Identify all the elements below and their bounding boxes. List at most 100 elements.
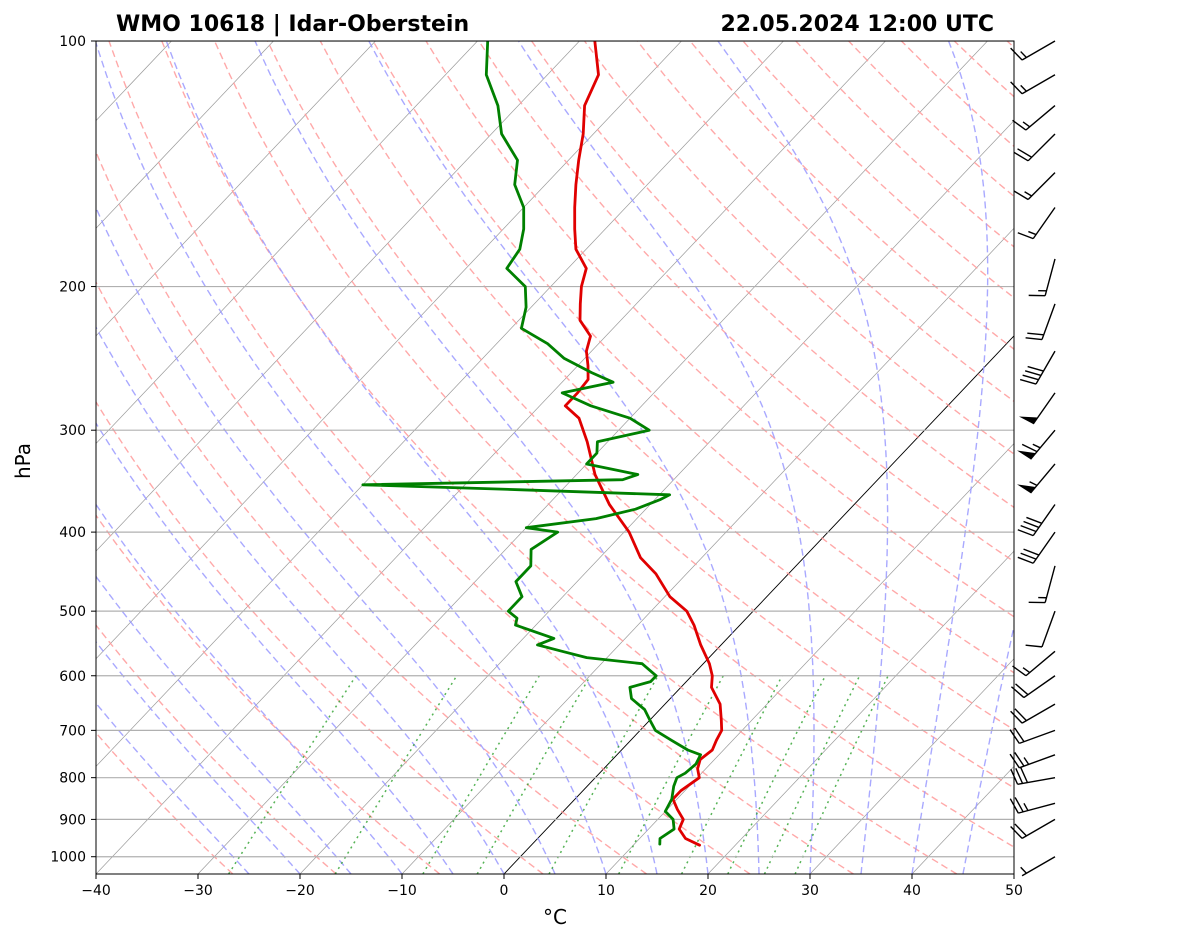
wind-barb-full — [1014, 752, 1025, 767]
wind-barb-full — [1017, 232, 1034, 240]
wind-barb-full — [1012, 665, 1027, 677]
wind-barb-staff — [1027, 172, 1056, 200]
wind-barb-full — [1027, 332, 1044, 336]
wind-barb — [1025, 610, 1056, 648]
mixing-ratio-line — [618, 675, 724, 874]
sounding-profiles — [361, 41, 724, 847]
wind-barb-full — [1017, 148, 1033, 158]
wind-barb — [1017, 504, 1056, 537]
wind-barb — [1028, 565, 1056, 604]
wind-barb-half — [1028, 230, 1037, 236]
isotherm-line — [96, 41, 376, 337]
wind-barb-full — [1010, 686, 1025, 699]
isotherm-line — [809, 658, 1014, 874]
wind-barb-pennant — [1018, 416, 1038, 424]
plot-frame — [95, 40, 1015, 875]
wind-barb-staff — [1021, 703, 1056, 724]
wind-barb — [1028, 258, 1056, 297]
wind-barb-full — [1025, 337, 1043, 341]
wind-barb-staff — [1018, 802, 1056, 814]
wind-barb-half — [1020, 51, 1027, 58]
isotherm-line — [96, 41, 478, 445]
wind-barb-full — [1010, 47, 1023, 61]
dry-adiabat-line — [96, 624, 337, 874]
wind-barb-half — [1023, 802, 1029, 811]
moist-adiabat-line — [717, 41, 889, 874]
moist-adiabat-line — [96, 702, 250, 874]
zero-isotherm-line — [503, 335, 1014, 874]
isotherm-line — [299, 120, 1014, 874]
x-tick-label: −30 — [183, 883, 213, 899]
wind-barb-full — [1022, 374, 1039, 381]
dry-adiabat-line — [478, 41, 1014, 563]
wind-barb-staff — [1019, 754, 1056, 769]
moist-adiabat-line — [165, 41, 658, 874]
x-tick-label: 20 — [699, 883, 717, 899]
y-tick-label: 600 — [59, 669, 86, 685]
mixing-ratio-line — [680, 675, 783, 874]
mixing-ratio-line — [334, 675, 458, 874]
moist-adiabat-line — [96, 325, 505, 874]
isotherm-line — [96, 41, 274, 229]
wind-barb-full — [1020, 524, 1037, 533]
dry-adiabat-line — [319, 41, 1014, 731]
chart-title-station: WMO 10618 | Idar-Oberstein — [116, 12, 469, 37]
mixing-ratio-line — [548, 675, 659, 874]
y-tick-label: 200 — [59, 280, 86, 296]
isotherm-line — [605, 443, 1014, 874]
dry-adiabat-line — [161, 41, 958, 874]
wind-barb-staff — [1032, 531, 1056, 564]
wind-barb-full — [1014, 797, 1024, 813]
wind-barb-full — [1014, 823, 1027, 837]
wind-barb-staff — [1041, 303, 1056, 340]
y-tick-label: 700 — [59, 723, 86, 739]
wind-barb-staff — [1032, 207, 1056, 240]
wind-barb-staff — [1032, 392, 1056, 425]
wind-barb-half — [1023, 757, 1030, 765]
moist-adiabat-line — [96, 640, 301, 874]
wind-barb — [1017, 207, 1056, 240]
wind-barb — [1009, 752, 1056, 769]
wind-barb-staff — [1017, 776, 1056, 785]
y-tick-label: 300 — [59, 423, 86, 439]
mixing-ratio-line — [227, 675, 357, 874]
wind-barb — [1012, 105, 1056, 131]
mixing-ratio-line — [476, 675, 592, 874]
dry-adiabat-line — [636, 41, 1014, 403]
wind-barb-pennant — [1017, 450, 1036, 460]
x-tick-label: 40 — [903, 883, 921, 899]
wind-barb — [1010, 767, 1056, 785]
wind-barb — [1025, 303, 1056, 341]
chart-title-datetime: 22.05.2024 12:00 UTC — [720, 12, 994, 37]
wind-barb-full — [1010, 768, 1019, 785]
wind-barbs — [1009, 40, 1056, 877]
dry-adiabat-line — [213, 41, 1014, 848]
x-tick-label: −20 — [285, 883, 315, 899]
wind-barb-full — [1017, 556, 1034, 564]
wind-barb-full — [1020, 552, 1037, 560]
dry-adiabat-line — [96, 731, 234, 874]
moist-adiabat-line — [96, 421, 454, 874]
moist-adiabat-line — [517, 41, 815, 874]
wind-barb-staff — [1041, 610, 1056, 648]
wind-barb-full — [1019, 378, 1037, 385]
wind-barb — [1010, 40, 1056, 61]
y-tick-label: 500 — [59, 604, 86, 620]
wind-barb — [1009, 797, 1056, 814]
wind-barb-half — [1022, 121, 1031, 128]
wind-barb-full — [1023, 520, 1040, 529]
y-axis-label: hPa — [11, 443, 35, 479]
wind-barb-half — [1022, 667, 1031, 674]
wind-barb — [1009, 727, 1056, 745]
wind-barb-full — [1023, 548, 1040, 556]
x-tick-label: −10 — [387, 883, 417, 899]
isotherm-line — [96, 41, 886, 874]
wind-barb — [1013, 172, 1056, 201]
wind-barb — [1017, 531, 1056, 564]
y-tick-label: 400 — [59, 525, 86, 541]
wind-barb-staff — [1044, 565, 1056, 603]
wind-barb-pennant — [1017, 484, 1036, 494]
wind-barb — [1010, 675, 1056, 699]
